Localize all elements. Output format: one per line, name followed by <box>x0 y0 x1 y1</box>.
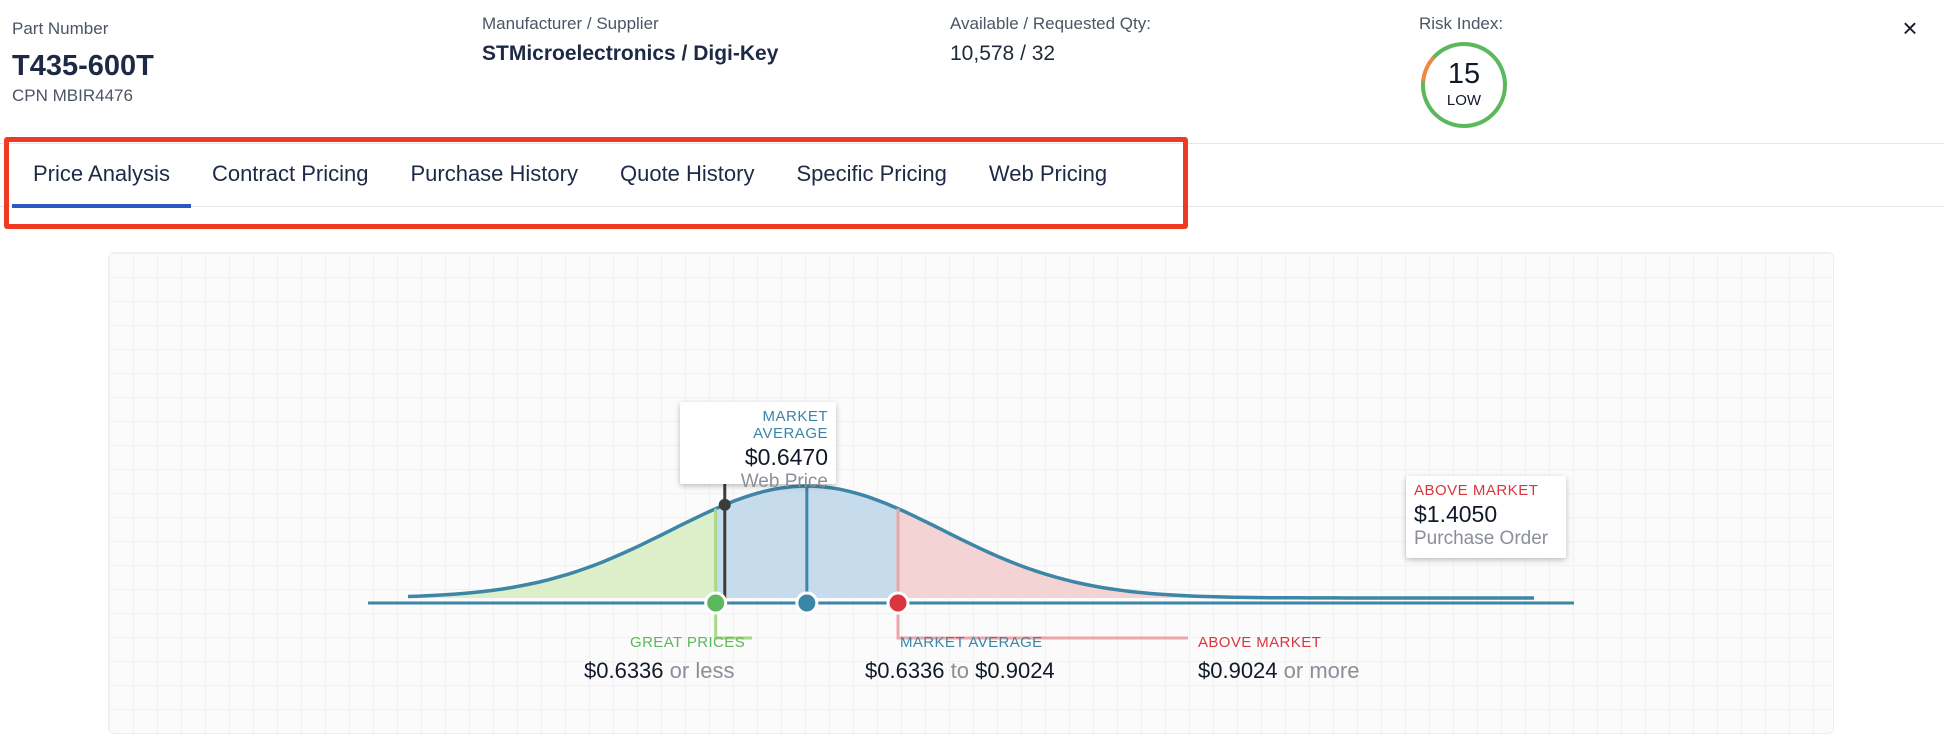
risk-level: LOW <box>1446 92 1482 109</box>
tab-contract-pricing[interactable]: Contract Pricing <box>211 161 369 186</box>
risk-arc-high <box>1421 56 1435 82</box>
risk-index-gauge <box>1421 42 1507 128</box>
tabbar-divider-top <box>0 143 1944 144</box>
market-average-value: $0.6336 to $0.9024 <box>865 658 1055 684</box>
great-prices-leader <box>714 612 752 640</box>
great-prices-suffix: or less <box>669 658 735 683</box>
market-average-to: to <box>950 658 970 683</box>
purchase-order-callout-title: ABOVE MARKET <box>1414 482 1539 499</box>
tab-specific-pricing[interactable]: Specific Pricing <box>796 161 947 186</box>
tab-quote-history[interactable]: Quote History <box>619 161 755 186</box>
market-average-low: $0.6336 <box>865 658 945 683</box>
above-market-value: $0.9024 or more <box>1198 658 1359 684</box>
tab-web-pricing[interactable]: Web Pricing <box>988 161 1108 186</box>
great-threshold-dot[interactable] <box>704 591 728 615</box>
web-price-marker-dot <box>718 498 731 511</box>
part-number: T435-600T <box>12 50 154 82</box>
market-average-dot[interactable] <box>795 591 819 615</box>
web-price-callout-source: Web Price <box>740 471 828 492</box>
great-prices-value: $0.6336 or less <box>584 658 734 684</box>
great-prices-amount: $0.6336 <box>584 658 664 683</box>
part-number-label: Part Number <box>12 19 109 38</box>
distribution-curve <box>407 484 1534 600</box>
above-market-amount: $0.9024 <box>1198 658 1278 683</box>
above-threshold-dot[interactable] <box>886 591 910 615</box>
above-market-suffix: or more <box>1283 658 1360 683</box>
risk-index-label: Risk Index: <box>1419 14 1504 33</box>
purchase-order-callout-source: Purchase Order <box>1414 528 1549 549</box>
web-price-callout: MARKET AVERAGE $0.6470 Web Price <box>680 402 836 492</box>
close-icon[interactable]: × <box>1902 13 1918 43</box>
tab-price-analysis[interactable]: Price Analysis <box>12 146 191 208</box>
risk-index-value: 15 <box>1447 58 1481 90</box>
tab-bar: Price Analysis Contract Pricing Purchase… <box>12 146 1128 208</box>
available-requested-qty: 10,578 / 32 <box>950 42 1056 65</box>
price-distribution-chart <box>368 484 1574 640</box>
above-market-label: ABOVE MARKET <box>1198 634 1322 651</box>
web-price-callout-title: MARKET AVERAGE <box>753 408 828 442</box>
web-price-callout-price: $0.6470 <box>744 444 828 470</box>
market-average-label: MARKET AVERAGE <box>900 634 1043 651</box>
above-market-leader <box>896 612 1188 640</box>
manufacturer-supplier: STMicroelectronics / Digi-Key <box>482 42 779 65</box>
above-market-area <box>898 508 1534 598</box>
great-prices-area <box>408 508 716 598</box>
tabbar-divider-bottom <box>0 206 1944 207</box>
risk-arc-low <box>1421 42 1507 128</box>
qty-label: Available / Requested Qty: <box>950 14 1151 33</box>
purchase-order-callout-price: $1.4050 <box>1414 501 1498 527</box>
cpn: CPN MBIR4476 <box>12 86 133 105</box>
purchase-order-callout: ABOVE MARKET $1.4050 Purchase Order <box>1406 476 1566 558</box>
great-prices-label: GREAT PRICES <box>630 634 746 651</box>
manufacturer-label: Manufacturer / Supplier <box>482 14 659 33</box>
price-distribution-card <box>108 252 1834 734</box>
market-average-high: $0.9024 <box>975 658 1055 683</box>
tab-purchase-history[interactable]: Purchase History <box>410 161 578 186</box>
